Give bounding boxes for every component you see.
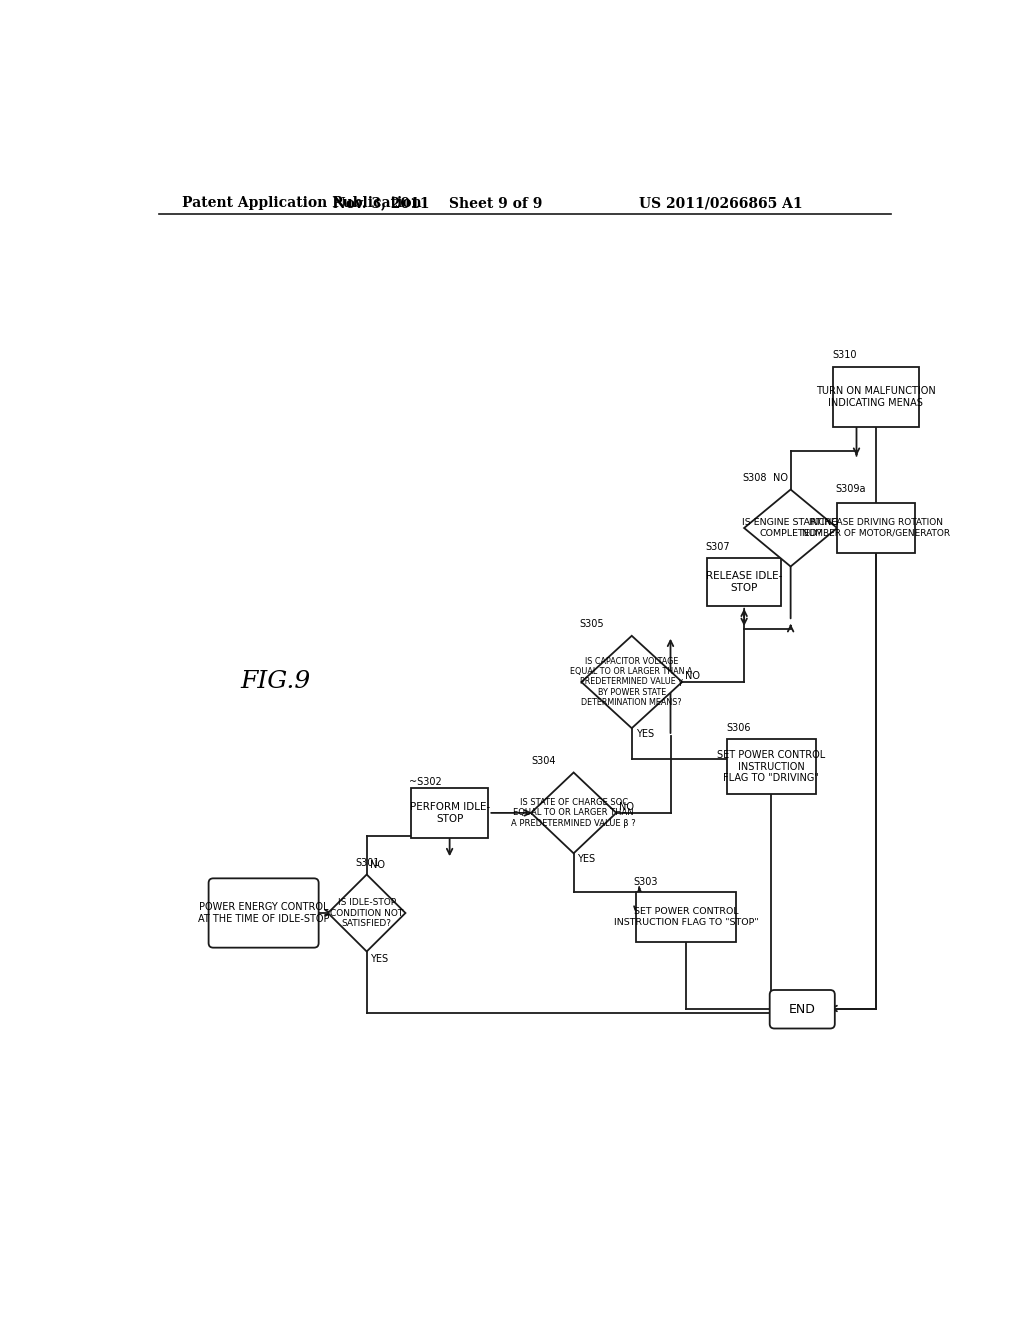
Text: POWER ENERGY CONTROL
AT THE TIME OF IDLE-STOP: POWER ENERGY CONTROL AT THE TIME OF IDLE…	[198, 902, 330, 924]
Text: NO: NO	[620, 801, 634, 812]
Bar	[708, 558, 781, 606]
Text: END: END	[788, 1003, 816, 1016]
Text: NO: NO	[370, 861, 385, 870]
Text: RELEASE IDLE-
STOP: RELEASE IDLE- STOP	[706, 572, 782, 593]
Text: Nov. 3, 2011    Sheet 9 of 9: Nov. 3, 2011 Sheet 9 of 9	[334, 197, 543, 210]
FancyBboxPatch shape	[209, 878, 318, 948]
Text: S301: S301	[355, 858, 380, 869]
Text: FIG.9: FIG.9	[241, 671, 310, 693]
Text: NO: NO	[772, 473, 787, 483]
Text: S310: S310	[833, 350, 857, 360]
Bar	[636, 892, 736, 942]
Polygon shape	[328, 874, 406, 952]
Text: S303: S303	[633, 878, 657, 887]
Bar	[838, 503, 914, 553]
Text: YES: YES	[841, 519, 858, 528]
Text: Patent Application Publication: Patent Application Publication	[182, 197, 422, 210]
Polygon shape	[531, 772, 616, 853]
Text: NO: NO	[685, 671, 700, 681]
Text: YES: YES	[370, 954, 388, 964]
Text: S308: S308	[742, 473, 767, 483]
Bar	[411, 788, 488, 838]
Bar	[834, 367, 919, 428]
Text: IS IDLE-STOP
CONDITION NOT
SATISFIED?: IS IDLE-STOP CONDITION NOT SATISFIED?	[330, 898, 403, 928]
Text: S304: S304	[531, 755, 555, 766]
Text: S309a: S309a	[836, 484, 866, 495]
Text: S306: S306	[726, 723, 751, 733]
Text: SET POWER CONTROL
INSTRUCTION FLAG TO "STOP": SET POWER CONTROL INSTRUCTION FLAG TO "S…	[613, 907, 759, 927]
Text: YES: YES	[636, 730, 653, 739]
Polygon shape	[744, 490, 838, 566]
Text: S305: S305	[579, 619, 604, 630]
Text: IS CAPACITOR VOLTAGE
EQUAL TO OR LARGER THAN A
PREDETERMINED VALUE γ
BY POWER ST: IS CAPACITOR VOLTAGE EQUAL TO OR LARGER …	[570, 657, 693, 708]
Text: PERFORM IDLE-
STOP: PERFORM IDLE- STOP	[410, 803, 489, 824]
Polygon shape	[582, 636, 682, 729]
Text: US 2011/0266865 A1: US 2011/0266865 A1	[639, 197, 802, 210]
Text: INCREASE DRIVING ROTATION
NUMBER OF MOTOR/GENERATOR: INCREASE DRIVING ROTATION NUMBER OF MOTO…	[802, 519, 950, 537]
Text: IS ENGINE STARTING
COMPLETED?: IS ENGINE STARTING COMPLETED?	[742, 519, 839, 537]
Text: SET POWER CONTROL
INSTRUCTION
FLAG TO "DRIVING": SET POWER CONTROL INSTRUCTION FLAG TO "D…	[717, 750, 825, 783]
Text: YES: YES	[578, 854, 596, 865]
Text: S307: S307	[706, 543, 730, 552]
FancyBboxPatch shape	[770, 990, 835, 1028]
Text: IS STATE OF CHARGE SOC
EQUAL TO OR LARGER THAN
A PREDETERMINED VALUE β ?: IS STATE OF CHARGE SOC EQUAL TO OR LARGE…	[511, 799, 636, 828]
Bar	[727, 739, 816, 795]
Text: ~S302: ~S302	[410, 777, 442, 787]
Text: TURN ON MALFUNCTION
INDICATING MENAS: TURN ON MALFUNCTION INDICATING MENAS	[816, 387, 936, 408]
